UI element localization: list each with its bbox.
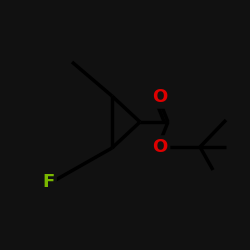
Text: O: O bbox=[152, 88, 168, 106]
Text: O: O bbox=[152, 138, 168, 156]
Text: F: F bbox=[42, 173, 54, 191]
